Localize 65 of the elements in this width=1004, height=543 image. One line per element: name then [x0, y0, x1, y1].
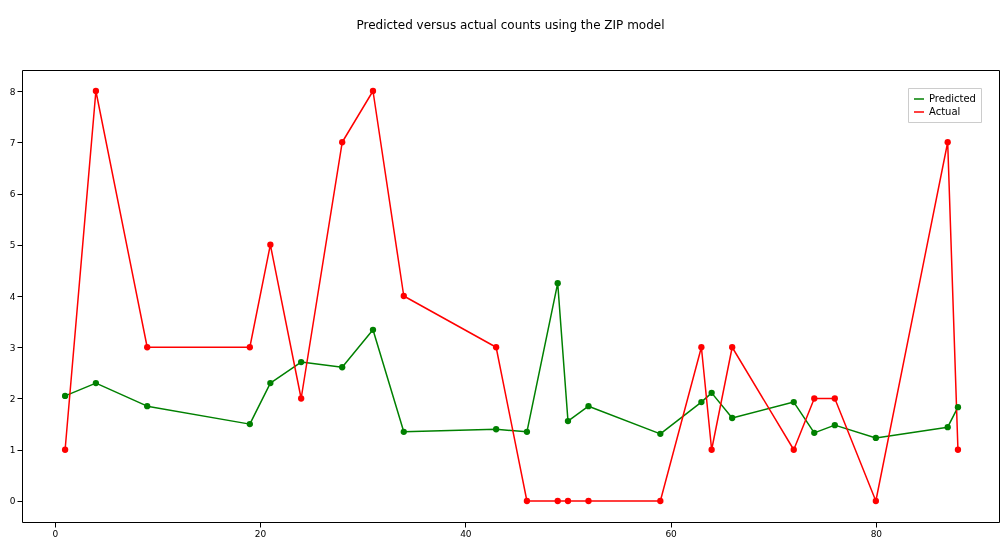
point — [564, 417, 572, 425]
point — [144, 344, 151, 351]
point — [954, 404, 962, 411]
point — [729, 414, 736, 422]
point — [297, 395, 305, 402]
x-tick-label: 20 — [254, 528, 267, 539]
y-tick-label: 4 — [9, 291, 16, 302]
point — [698, 398, 705, 406]
legend-label: Actual — [929, 106, 961, 117]
point — [831, 395, 838, 402]
point — [698, 344, 705, 351]
point — [872, 434, 880, 442]
y-tick-label: 2 — [9, 393, 16, 404]
point — [944, 139, 951, 146]
x-tick-label: 0 — [52, 528, 59, 539]
y-tick-label: 8 — [9, 86, 16, 97]
point — [944, 424, 951, 431]
point — [369, 326, 377, 333]
point — [554, 280, 561, 287]
point — [92, 87, 100, 95]
point — [297, 358, 305, 366]
x-tick-label: 60 — [665, 528, 678, 539]
y-tick-label: 5 — [9, 240, 16, 251]
point — [246, 420, 253, 428]
y-tick-label: 3 — [9, 342, 16, 353]
point — [61, 392, 69, 400]
x-tick-label: 40 — [460, 528, 472, 539]
point — [585, 403, 592, 410]
point — [267, 379, 274, 387]
point — [708, 389, 715, 397]
point — [811, 395, 818, 402]
y-tick-label: 1 — [9, 445, 16, 456]
point — [790, 446, 797, 453]
point — [564, 497, 572, 505]
point — [369, 87, 377, 95]
point — [339, 364, 346, 371]
point — [492, 426, 500, 433]
point — [523, 497, 531, 505]
point — [144, 403, 151, 410]
point — [585, 497, 592, 505]
point — [400, 428, 407, 435]
point — [811, 429, 818, 436]
point — [61, 446, 69, 453]
point — [729, 344, 736, 351]
point — [554, 497, 561, 505]
point — [657, 430, 664, 438]
point — [523, 428, 531, 435]
point — [872, 497, 880, 505]
point — [246, 344, 253, 351]
point — [790, 398, 797, 406]
point — [954, 446, 962, 453]
point — [92, 379, 100, 387]
y-tick-label: 0 — [9, 496, 16, 507]
x-tick-label: 80 — [870, 528, 883, 539]
chart-title: Predicted versus actual counts using the ZIP model — [356, 18, 665, 32]
point — [267, 241, 274, 248]
point — [708, 446, 715, 453]
y-tick-label: 6 — [9, 189, 16, 200]
point — [657, 497, 664, 505]
point — [339, 139, 346, 146]
y-tick-label: 7 — [9, 137, 16, 148]
point — [492, 344, 500, 351]
point — [400, 292, 407, 300]
legend-label: Predicted — [929, 93, 976, 104]
point — [831, 421, 838, 429]
